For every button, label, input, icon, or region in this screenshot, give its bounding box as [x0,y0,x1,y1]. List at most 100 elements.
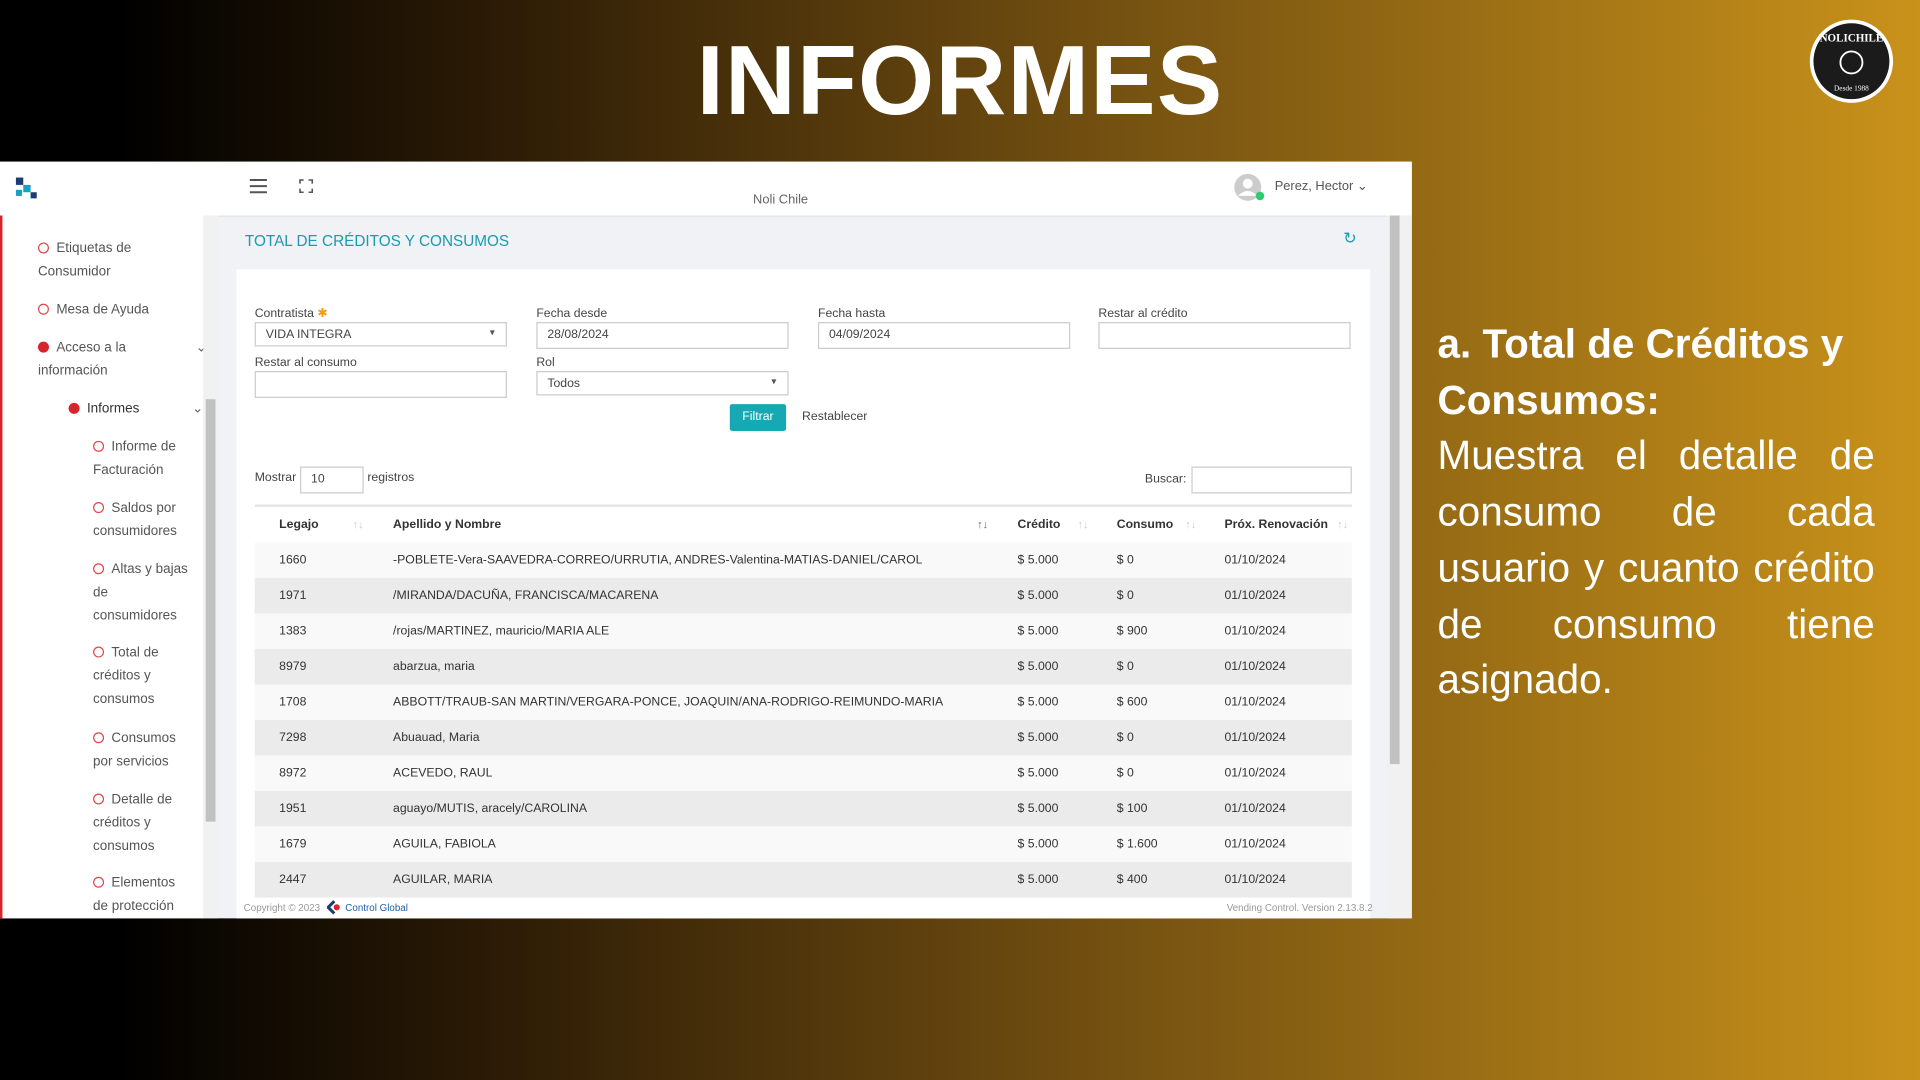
search-input[interactable] [1191,466,1352,494]
menu-subgroup[interactable]: Informes ⌄ [68,398,206,421]
sort-icon[interactable]: ↑↓ [352,517,364,531]
brand-icon [326,900,340,915]
top-bar: Noli Chile Perez, Hector ⌄ [0,161,1412,217]
menu-item[interactable]: Elementos de protección [93,875,176,914]
table-row: 8979 abarzua, maria $ 5.000 $ 0 01/10/2024 [254,648,1352,685]
column-header[interactable]: Apellido y Nombre [393,517,502,532]
table-cell: 01/10/2024 [1224,588,1286,603]
table-cell: $ 0 [1116,766,1134,781]
table-cell: 01/10/2024 [1224,731,1286,745]
table-cell: 01/10/2024 [1224,873,1286,887]
field-input[interactable]: 28/08/2024 [536,322,789,349]
table-cell: 1679 [279,837,307,852]
table-cell: /MIRANDA/DACUÑA, FRANCISCA/MACARENA [393,588,659,603]
table-cell: aguayo/MUTIS, aracely/CAROLINA [393,802,588,816]
sort-icon[interactable]: ↑↓ [1337,517,1349,531]
table-cell: 7298 [279,731,307,745]
menu-icon [93,646,105,658]
length-select[interactable]: 10 [300,466,364,494]
menu-icon [93,502,105,514]
reset-button[interactable]: Restablecer [802,410,868,424]
field-input[interactable] [254,371,507,398]
menu-item[interactable]: Total de créditos y consumos [93,645,159,707]
menu-item[interactable]: Consumos por servicios [93,731,176,769]
user-menu[interactable]: Perez, Hector ⌄ [1274,178,1368,194]
table-cell: 01/10/2024 [1224,695,1286,709]
table-cell: $ 900 [1116,624,1148,638]
menu-item[interactable]: Mesa de Ayuda [37,299,175,322]
table-cell: Abuauad, Maria [393,731,480,745]
fullscreen-button[interactable] [299,179,314,194]
table-cell: /rojas/MARTINEZ, mauricio/MARIA ALE [393,624,610,638]
main-scrollbar [1387,215,1412,919]
field-input[interactable]: 04/09/2024 [817,322,1071,349]
menu-item[interactable]: Detalle de créditos y consumos [93,792,173,854]
field-label: Fecha desde [536,307,608,321]
menu-toggle[interactable] [249,178,269,195]
table-row: 7298 Abuauad, Maria $ 5.000 $ 0 01/10/2024 [254,720,1352,756]
report-card: Contratista ✱ VIDA INTEGRA ▾ Fecha desde 28/… [236,269,1371,919]
page-title: TOTAL DE CRÉDITOS Y CONSUMOS [244,232,510,250]
sort-icon[interactable]: ↑↓ [977,517,989,531]
column-header[interactable]: Consumo [1116,517,1174,532]
field-input[interactable]: Todos [536,371,789,396]
table-cell: $ 5.000 [1017,588,1059,603]
table-cell: 01/10/2024 [1224,553,1286,567]
table-cell: 1383 [279,624,307,638]
table-cell: $ 5.000 [1017,553,1059,567]
org-name: Noli Chile [753,192,809,207]
menu-icon [93,563,105,575]
user-name: Perez, Hector [1274,178,1354,194]
refresh-button[interactable]: ↻ [1343,228,1357,248]
table-cell: 1660 [279,553,307,567]
sort-icon[interactable]: ↑↓ [1185,517,1197,531]
field-label: Fecha hasta [817,307,886,321]
table-cell: $ 1.600 [1116,837,1158,852]
search-label: Buscar: [1144,472,1187,487]
menu-item[interactable]: Saldos por consumidores [93,500,177,539]
column-header[interactable]: Crédito [1017,517,1061,532]
app-logo[interactable] [15,176,39,200]
table-cell: 1971 [279,588,307,603]
table-cell: 01/10/2024 [1224,660,1286,674]
menu-icon [68,402,80,414]
sort-icon[interactable]: ↑↓ [1077,517,1089,531]
menu-item[interactable]: Informe de Facturación [93,439,176,478]
copyright: Copyright © 2023 [243,902,321,914]
table-cell: -POBLETE-Vera-SAAVEDRA-CORREO/URRUTIA, A… [393,553,923,567]
menu-icon [93,793,105,805]
menu-icon [93,876,105,888]
menu-item[interactable]: Altas y bajas de consumidores [93,562,188,624]
column-header[interactable]: Próx. Renovación [1224,517,1328,532]
brand-logo: NOLICHILE Desde 1988 [1809,19,1894,103]
table-cell: 1708 [279,695,307,709]
chevron: ⌄ [191,401,204,417]
menu-item[interactable]: Etiquetas de Consumidor [37,241,132,280]
table-cell: 01/10/2024 [1224,624,1286,638]
scroll-thumb[interactable] [1389,215,1400,765]
table-cell: 01/10/2024 [1224,837,1286,852]
filter-button[interactable]: Filtrar [729,404,787,432]
table-cell: $ 0 [1116,588,1134,603]
field-input[interactable]: VIDA INTEGRA [254,322,507,347]
version: Vending Control. Version 2.13.8.2 [1226,902,1373,914]
table-cell: 8979 [279,660,307,674]
footer-brand[interactable]: Control Global [345,902,408,914]
column-header[interactable]: Legajo [279,517,319,532]
description-panel: a. Total de Créditos y Consumos: Muestra… [1438,316,1875,708]
table-cell: $ 5.000 [1017,660,1059,674]
table-cell: $ 0 [1116,660,1134,674]
menu-group[interactable]: Acceso a la información ⌄ [37,337,207,384]
chevron: ⌄ [195,340,207,356]
field-label: Restar al consumo [254,356,357,370]
table-row: 2447 AGUILAR, MARIA $ 5.000 $ 400 01/10/2024 [254,862,1352,898]
sidebar-scrollbar [203,215,218,919]
user-avatar[interactable] [1233,173,1267,205]
table-row: 8972 ACEVEDO, RAUL $ 5.000 $ 0 01/10/2024 [254,755,1352,792]
table-cell: ACEVEDO, RAUL [393,766,493,781]
field-input[interactable] [1098,322,1351,349]
scroll-thumb[interactable] [205,399,216,822]
field-label: Restar al crédito [1098,307,1188,321]
panel-heading: a. Total de Créditos y Consumos: [1437,320,1844,423]
